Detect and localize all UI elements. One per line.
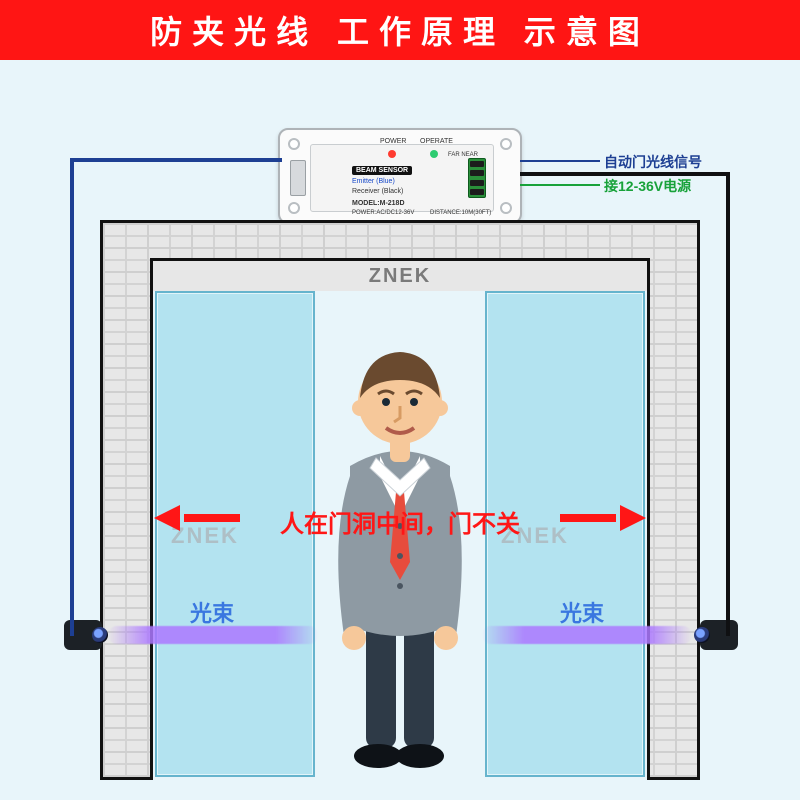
photo-eye-right-icon bbox=[700, 620, 738, 650]
power-led-icon bbox=[388, 150, 396, 158]
wire-black bbox=[520, 172, 730, 176]
beam-left bbox=[108, 626, 318, 644]
power-label: POWER bbox=[380, 138, 406, 145]
title-text: 防夹光线 工作原理 示意图 bbox=[150, 7, 650, 53]
model-label: MODEL:M-218D bbox=[352, 200, 405, 207]
screw-hole-icon bbox=[288, 202, 300, 214]
scene: POWER OPERATE FAR NEAR BEAM SENSOR Emitt… bbox=[0, 60, 800, 800]
beam-sensor-badge: BEAM SENSOR bbox=[352, 166, 412, 175]
lead-label-signal-text: 自动门光线信号 bbox=[604, 154, 702, 170]
emitter-label: Emitter (Blue) bbox=[352, 178, 395, 185]
lead-label-power: 接12-36V电源 bbox=[604, 176, 691, 196]
terminal-block-icon bbox=[468, 158, 486, 198]
screw-hole-icon bbox=[500, 202, 512, 214]
arrow-left-icon bbox=[154, 508, 240, 528]
power-spec: POWER:AC/DC12-36V bbox=[352, 210, 414, 216]
beam-right bbox=[482, 626, 692, 644]
receiver-label: Receiver (Black) bbox=[352, 188, 403, 195]
door-lintel: ZNEK bbox=[150, 258, 650, 294]
lead-label-power-text: 接12-36V电源 bbox=[604, 178, 691, 194]
lead-label-signal: 自动门光线信号 bbox=[604, 152, 702, 172]
title-banner: 防夹光线 工作原理 示意图 bbox=[0, 0, 800, 60]
screw-hole-icon bbox=[500, 138, 512, 150]
caption: 人在门洞中间，门不关 bbox=[240, 504, 560, 539]
distance-spec: DISTANCE:10M(30FT) bbox=[430, 210, 491, 216]
wire-black bbox=[726, 172, 730, 636]
operate-led-icon bbox=[430, 150, 438, 158]
operate-label: OPERATE bbox=[420, 138, 453, 145]
wire-blue bbox=[70, 158, 74, 636]
lintel-brand: ZNEK bbox=[369, 265, 431, 288]
arrow-right-icon bbox=[560, 508, 646, 528]
beam-label-left: 光束 bbox=[190, 596, 234, 628]
controller-device: POWER OPERATE FAR NEAR BEAM SENSOR Emitt… bbox=[278, 128, 522, 224]
lead-line-power bbox=[520, 184, 600, 186]
person-icon bbox=[316, 316, 484, 776]
left-connector-icon bbox=[290, 160, 306, 196]
screw-hole-icon bbox=[288, 138, 300, 150]
beam-label-right: 光束 bbox=[560, 596, 604, 628]
lead-line-signal bbox=[520, 160, 600, 162]
wire-blue bbox=[70, 158, 282, 162]
